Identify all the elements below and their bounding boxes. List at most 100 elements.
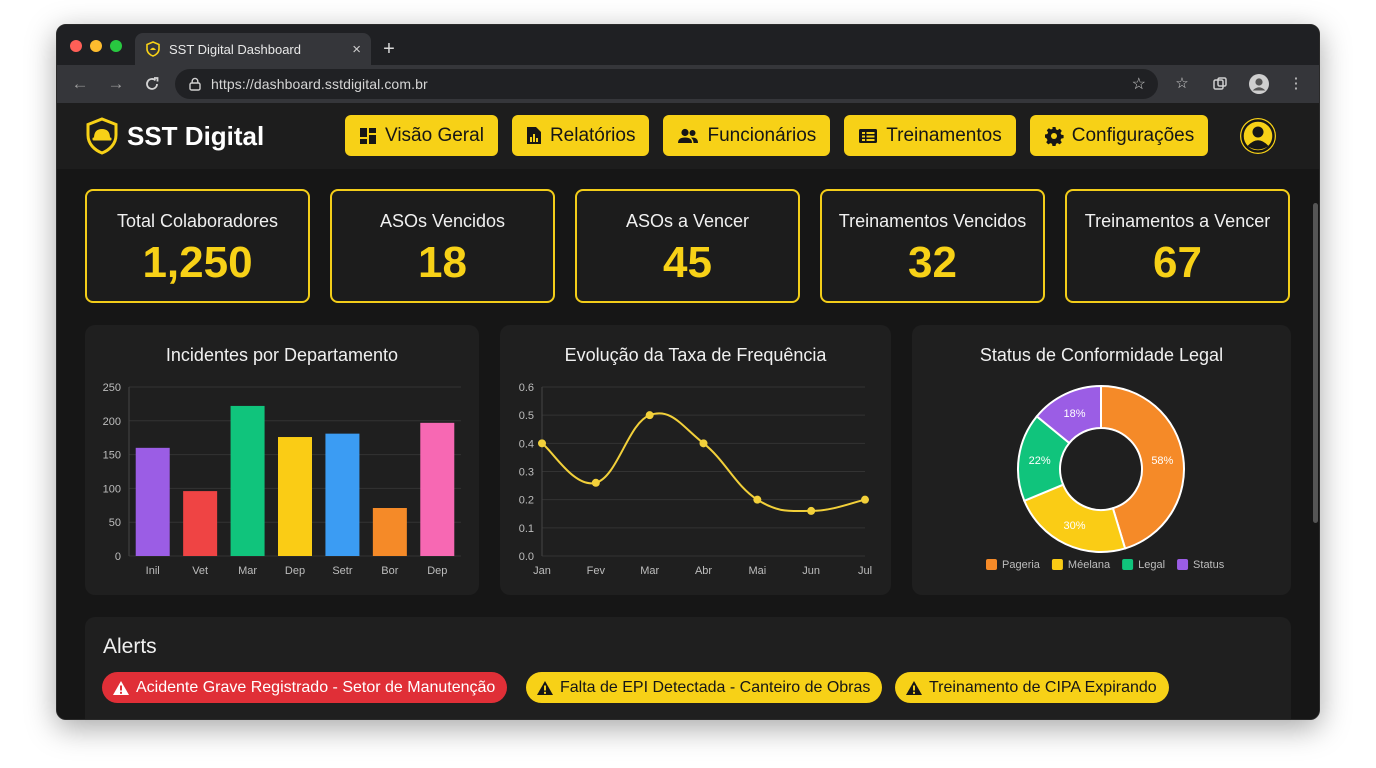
data-point: [645, 411, 654, 420]
legend-swatch: [986, 559, 997, 570]
alerts-panel: Alerts Acidente Grave Registrado - Setor…: [85, 617, 1291, 719]
close-window-button[interactable]: [70, 40, 82, 52]
maximize-window-button[interactable]: [110, 40, 122, 52]
tab-title: SST Digital Dashboard: [169, 41, 301, 57]
y-tick-label: 0.1: [519, 523, 534, 535]
alert-text: Treinamento de CIPA Expirando: [929, 678, 1157, 696]
nav-relatorios-button[interactable]: Relatórios: [511, 115, 650, 156]
kpi-asos-a-vencer: ASOs a Vencer 45: [575, 189, 800, 303]
y-tick-label: 0.5: [519, 410, 534, 422]
donut-chart-card: Status de Conformidade Legal 58% 30% 22% 18…: [912, 325, 1291, 595]
nav-label: Visão Geral: [385, 124, 484, 146]
x-tick-label: Dep: [427, 565, 447, 577]
x-tick-label: Mar: [640, 565, 659, 577]
kpi-label: ASOs Vencidos: [379, 211, 506, 231]
line-chart: 0.0 0.1 0.2 0.3 0.4 0.5 0.6 Jan Fev Mar Abr Mai Jun J…: [519, 382, 872, 577]
y-tick-label: 0.2: [519, 495, 534, 507]
helmet-shield-icon: [86, 117, 118, 155]
page-scrollbar[interactable]: [1313, 203, 1318, 523]
kpi-label: Total Colaboradores: [116, 211, 279, 231]
warning-icon: [537, 680, 553, 695]
user-avatar-icon[interactable]: [1239, 117, 1277, 155]
nav-label: Treinamentos: [886, 124, 1002, 146]
nav-label: Funcionários: [707, 124, 817, 146]
main-nav: Visão Geral Relatórios Funcionários: [345, 115, 1209, 156]
alert-warning-pill[interactable]: Falta de EPI Detectada - Canteiro de Obr…: [526, 672, 883, 703]
line-chart-card: Evolução da Taxa de Frequência 0.0 0.1 0.2…: [500, 325, 891, 595]
forward-arrow-icon[interactable]: →: [107, 74, 125, 93]
reading-list-icon[interactable]: ☆: [1175, 75, 1189, 92]
data-point: [807, 506, 816, 515]
nav-treinamentos-button[interactable]: Treinamentos: [844, 115, 1016, 156]
legend-label: Pageria: [1002, 559, 1041, 571]
data-point: [753, 495, 762, 504]
profile-avatar-icon[interactable]: [1248, 73, 1270, 95]
donut-slice: [1100, 384, 1185, 550]
minimize-window-button[interactable]: [90, 40, 102, 52]
app-header: SST Digital Visão Geral Relatórios: [57, 103, 1319, 169]
data-point: [591, 478, 600, 487]
back-arrow-icon[interactable]: ←: [71, 74, 89, 93]
data-point: [538, 439, 546, 448]
nav-configuracoes-button[interactable]: Configurações: [1029, 115, 1209, 156]
extensions-icon[interactable]: [1209, 73, 1231, 95]
browser-toolbar: ← → https://dashboard.sstdigital.com.br …: [57, 65, 1319, 103]
brand-name: SST Digital: [127, 120, 265, 151]
address-bar[interactable]: https://dashboard.sstdigital.com.br ☆: [175, 69, 1158, 99]
brand-logo[interactable]: SST Digital: [85, 117, 264, 155]
legend-label: Legal: [1138, 559, 1165, 571]
bar: [372, 508, 407, 556]
browser-menu-icon[interactable]: ⋮: [1288, 75, 1304, 92]
alert-warning-pill[interactable]: Treinamento de CIPA Expirando: [895, 672, 1169, 703]
alert-critical-pill[interactable]: Acidente Grave Registrado - Setor de Man…: [102, 672, 508, 703]
tab-close-icon[interactable]: ×: [352, 40, 361, 58]
nav-funcionarios-button[interactable]: Funcionários: [663, 115, 831, 156]
bar: [325, 433, 360, 556]
x-tick-label: Dep: [285, 565, 305, 577]
alert-text: Acidente Grave Registrado - Setor de Man…: [136, 678, 496, 696]
kpi-value: 18: [418, 238, 467, 287]
report-icon: [526, 127, 541, 144]
x-tick-label: Mai: [748, 565, 766, 577]
warning-icon: [113, 680, 129, 695]
series-line: [541, 412, 866, 513]
nav-label: Relatórios: [549, 124, 636, 146]
y-tick-label: 200: [103, 416, 121, 428]
browser-tab[interactable]: SST Digital Dashboard ×: [135, 33, 371, 65]
alert-text: Falta de EPI Detectada - Canteiro de Obr…: [560, 678, 871, 696]
shield-icon: [146, 41, 160, 57]
x-tick-label: Abr: [695, 565, 712, 577]
slice-label: 30%: [1063, 520, 1085, 532]
data-point: [699, 439, 708, 448]
legend-label: Status: [1193, 559, 1225, 571]
x-tick-label: Bor: [381, 565, 398, 577]
legend-swatch: [1122, 559, 1134, 570]
dashboard-icon: [360, 127, 376, 144]
nav-visao-geral-button[interactable]: Visão Geral: [345, 115, 498, 156]
donut-slice: [1023, 483, 1127, 553]
y-tick-label: 0.0: [519, 551, 534, 563]
y-tick-label: 0: [115, 551, 121, 563]
url-text: https://dashboard.sstdigital.com.br: [211, 76, 428, 92]
legend-swatch: [1177, 559, 1189, 570]
y-tick-label: 0.3: [519, 467, 534, 479]
nav-label: Configurações: [1071, 124, 1195, 146]
chart-title: Evolução da Taxa de Frequência: [564, 345, 827, 365]
chart-title: Incidentes por Departamento: [165, 345, 399, 365]
y-tick-label: 0.6: [519, 382, 534, 394]
reload-icon[interactable]: [141, 73, 163, 95]
new-tab-button[interactable]: +: [383, 38, 395, 60]
y-tick-label: 100: [103, 483, 121, 495]
y-tick-label: 150: [103, 450, 121, 462]
slice-label: 22%: [1029, 455, 1051, 467]
browser-titlebar: SST Digital Dashboard × +: [57, 25, 1319, 65]
training-icon: [859, 128, 878, 143]
chart-title: Status de Conformidade Legal: [979, 345, 1224, 365]
alerts-title: Alerts: [103, 635, 157, 658]
bar-chart: 0 50 100 150 200 250 Inil Vet Mar Dep Setr Bor Dep: [103, 382, 461, 577]
data-point: [861, 495, 869, 504]
bookmark-star-icon[interactable]: ☆: [1131, 76, 1146, 93]
legend-swatch: [1051, 559, 1063, 570]
kpi-treinamentos-a-vencer: Treinamentos a Vencer 67: [1065, 189, 1290, 303]
kpi-label: Treinamentos a Vencer: [1084, 211, 1271, 231]
